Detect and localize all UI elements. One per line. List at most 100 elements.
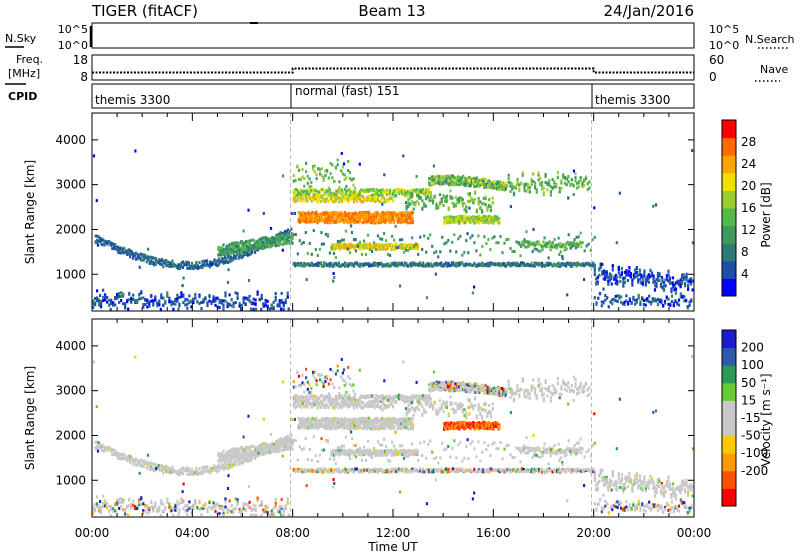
power-cell	[534, 184, 537, 188]
power-cell	[223, 251, 226, 255]
velocity-cell	[214, 502, 217, 506]
power-cell	[365, 210, 368, 214]
power-cell	[413, 247, 416, 251]
power-cell	[348, 176, 352, 180]
power-cell	[480, 178, 483, 182]
power-cell	[414, 263, 417, 267]
velocity-cell	[234, 460, 237, 464]
power-cell	[360, 194, 363, 198]
power-cell	[401, 188, 404, 192]
power-cell	[425, 263, 428, 267]
cpid-segment-3: themis 3300	[595, 93, 670, 107]
power-cell	[437, 262, 440, 266]
power-cell	[132, 252, 135, 256]
power-cell	[489, 182, 492, 186]
power-cell	[575, 243, 578, 247]
velocity-cell	[98, 507, 101, 510]
power-cell	[614, 277, 617, 281]
power-cell	[140, 296, 143, 300]
power-cell	[468, 206, 471, 210]
power-cell	[148, 300, 151, 304]
power-cell	[174, 302, 177, 306]
velocity-cell	[284, 435, 287, 439]
velocity-cell	[188, 507, 191, 510]
velocity-cell	[117, 454, 120, 458]
power-cell	[331, 195, 334, 199]
power-cell	[643, 269, 646, 273]
power-cell	[411, 220, 414, 224]
velocity-cell	[246, 457, 249, 461]
power-cell	[340, 210, 343, 214]
power-cell	[346, 244, 349, 248]
power-cell	[114, 303, 117, 307]
power-cell	[106, 300, 109, 304]
power-cell	[221, 248, 224, 252]
power-cell	[593, 263, 596, 267]
power-cell	[549, 193, 552, 197]
power-cell	[281, 237, 284, 240]
velocity-cell	[174, 508, 177, 512]
power-cell	[584, 261, 587, 265]
power-cell	[406, 244, 409, 248]
velocity-cell	[163, 467, 166, 471]
power-cell	[670, 290, 673, 294]
power-cell	[369, 213, 372, 217]
power-cell	[371, 212, 374, 216]
power-cell	[231, 257, 234, 261]
power-cell	[483, 177, 486, 181]
power-cell	[557, 261, 560, 265]
power-cell	[558, 253, 561, 256]
power-cell	[182, 276, 185, 280]
power-cell	[355, 212, 358, 216]
velocity-cell	[104, 499, 107, 503]
power-cell	[690, 277, 693, 281]
power-cell	[376, 264, 380, 268]
power-cell	[235, 241, 238, 245]
power-cell	[656, 297, 660, 301]
velocity-cell	[111, 453, 114, 457]
power-cell	[576, 186, 579, 190]
power-cell	[236, 292, 239, 296]
power-cell	[216, 260, 219, 264]
power-cell	[286, 233, 289, 237]
power-cell	[453, 183, 456, 187]
velocity-cell	[278, 438, 281, 442]
power-cell	[590, 264, 593, 268]
power-cell	[463, 214, 466, 218]
power-cell	[380, 199, 383, 203]
power-cell	[109, 241, 112, 245]
power-cell	[114, 246, 117, 250]
power-cell	[364, 245, 367, 249]
velocity-cell	[230, 462, 233, 466]
velocity-cell	[146, 507, 149, 511]
power-cell	[610, 273, 613, 277]
power-cell	[529, 243, 532, 247]
power-cell	[379, 217, 382, 221]
power-cell	[233, 255, 236, 259]
power-cell	[306, 181, 309, 185]
power-cell	[338, 180, 341, 184]
power-cell	[528, 190, 531, 194]
power-cell	[498, 188, 501, 192]
power-cell	[322, 193, 325, 197]
velocity-cell	[120, 500, 123, 504]
velocity-cell	[117, 451, 120, 455]
power-cell	[195, 261, 198, 264]
velocity-cell	[220, 463, 224, 467]
power-cell	[319, 172, 322, 176]
power-cell	[267, 240, 270, 244]
power-cell	[580, 245, 583, 249]
power-cell	[389, 221, 392, 225]
power-cell	[625, 269, 628, 273]
velocity-cell	[120, 457, 123, 461]
power-cell	[381, 194, 384, 198]
power-cell	[519, 254, 522, 258]
power-cell	[525, 240, 529, 244]
power-cell	[628, 270, 631, 274]
power-cell	[227, 247, 230, 251]
velocity-cell	[274, 501, 277, 505]
power-cell	[217, 257, 221, 261]
power-cell	[395, 188, 398, 192]
power-cell	[404, 191, 407, 195]
power-cell	[674, 299, 677, 303]
